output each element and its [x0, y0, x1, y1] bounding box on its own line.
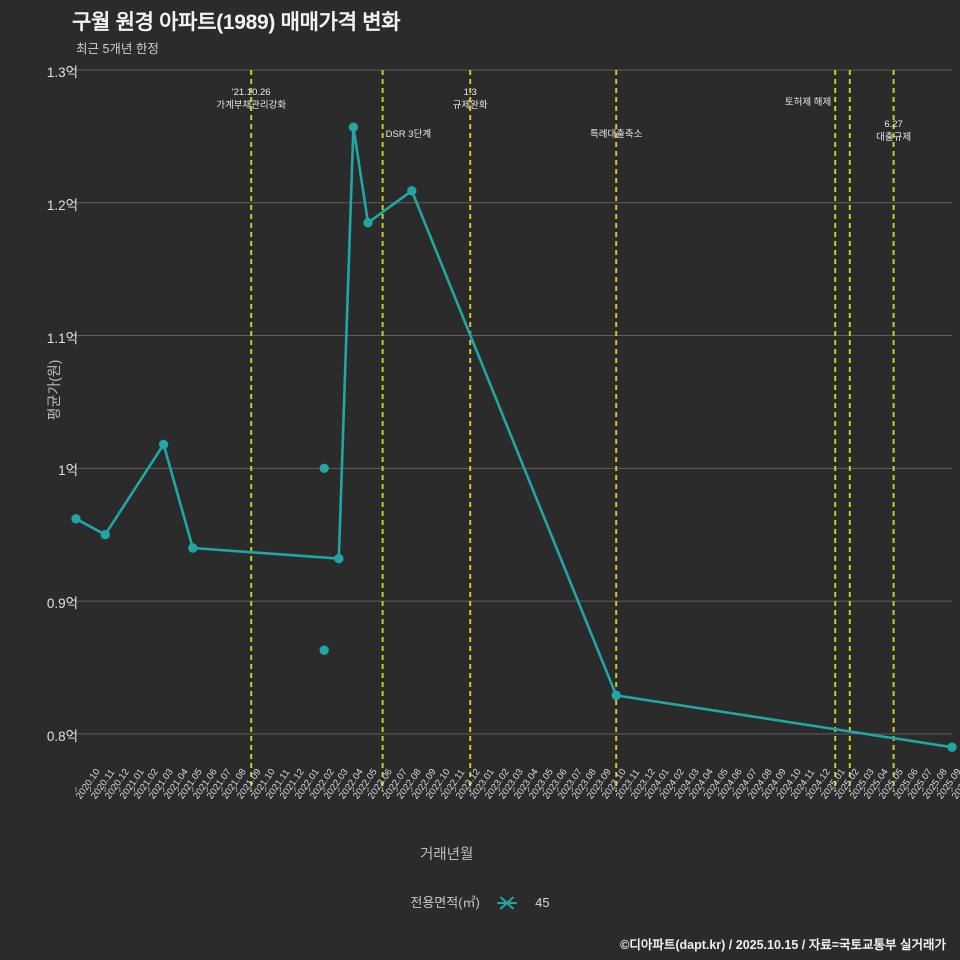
event-deregulation-name: 규제완화 — [452, 100, 488, 111]
event-jeonheoje-release-name: 토허제 해제 — [784, 97, 832, 108]
event-household-debt-date: '21.10.26 — [231, 87, 271, 98]
y-axis-tick-label: 1.3억 — [46, 65, 78, 80]
legend-value: 45 — [535, 895, 550, 910]
event-loan-regulation: 6.27 대출규제 — [876, 118, 911, 144]
chart-subtitle: 최근 5개년 한정 — [76, 42, 159, 56]
chart-title: 구월 원경 아파트(1989) 매매가격 변화 — [72, 11, 401, 34]
series-line — [74, 125, 954, 749]
star-marker-icon — [496, 896, 517, 910]
series-markers — [71, 122, 957, 752]
legend: 전용면적(㎡) 45 — [0, 892, 960, 911]
gridlines — [76, 69, 952, 735]
event-deregulation: 1.3 규제완화 — [453, 86, 488, 112]
event-lines — [250, 70, 895, 792]
x-axis-ticks — [75, 787, 953, 792]
event-loan-regulation-name: 대출규제 — [876, 132, 912, 143]
legend-title: 전용면적(㎡) — [410, 895, 480, 910]
event-special-loan-cut: 특례대출축소 — [590, 128, 642, 141]
event-household-debt: '21.10.26 가계부채관리강화 — [216, 86, 286, 112]
event-special-loan-cut-name: 특례대출축소 — [589, 129, 643, 140]
y-axis-tick-label: 0.9억 — [46, 596, 78, 612]
event-deregulation-date: 1.3 — [463, 87, 477, 98]
event-dsr3: DSR 3단계 — [386, 128, 431, 141]
y-axis-tick-label: 1억 — [58, 463, 78, 479]
event-jeonheoje-release: 토허제 해제 — [785, 96, 831, 109]
footer-credit: ©디아파트(dapt.kr) / 2025.10.15 / 자료=국토교통부 실… — [620, 938, 946, 952]
event-loan-regulation-date: 6.27 — [884, 119, 903, 130]
event-dsr3-name: DSR 3단계 — [385, 129, 432, 140]
y-axis-tick-label: 1.2억 — [46, 197, 78, 213]
event-household-debt-name: 가계부채관리강화 — [216, 100, 287, 111]
y-axis-tick-label: 1.1억 — [46, 330, 78, 346]
x-axis-label: 거래년월 — [420, 847, 474, 863]
y-axis-tick-label: 0.8억 — [46, 728, 78, 744]
